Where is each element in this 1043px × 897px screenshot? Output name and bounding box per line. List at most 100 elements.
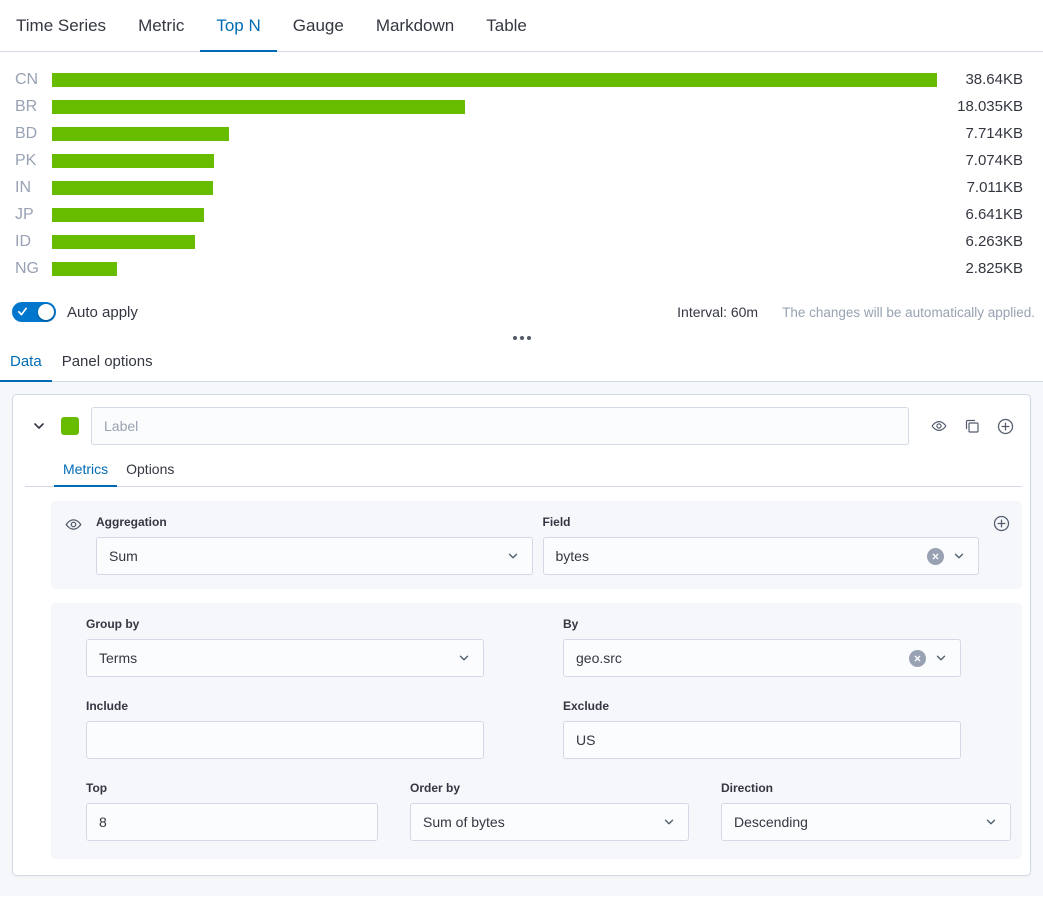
order-by-value: Sum of bytes: [423, 814, 505, 830]
clear-field-icon[interactable]: [927, 547, 944, 565]
tab-metrics[interactable]: Metrics: [54, 457, 118, 487]
bar-row: BD 7.714KB: [15, 120, 1023, 147]
exclude-input[interactable]: [563, 721, 961, 759]
tab-time-series[interactable]: Time Series: [16, 15, 107, 35]
bar-row: IN 7.011KB: [15, 174, 1023, 201]
exclude-field: Exclude: [563, 699, 961, 759]
bar-track: [52, 72, 937, 87]
direction-value: Descending: [734, 814, 808, 830]
bar: [52, 261, 117, 276]
bar-category-label: JP: [15, 205, 34, 223]
bar-category-label: NG: [15, 259, 39, 277]
tab-top-n[interactable]: Top N: [200, 0, 278, 52]
add-series-plus-circle-icon[interactable]: [997, 418, 1014, 435]
tab-options[interactable]: Options: [126, 461, 175, 477]
field-label: Field: [542, 515, 571, 529]
bar-value: 38.64KB: [965, 71, 1023, 88]
bar-value: 18.035KB: [957, 98, 1023, 115]
panel-resize-handle[interactable]: [0, 326, 1043, 346]
clone-series-copy-icon[interactable]: [964, 418, 980, 434]
bar-track: [52, 234, 937, 249]
bar-track: [52, 126, 937, 141]
include-label: Include: [86, 699, 129, 713]
order-by-select[interactable]: Sum of bytes: [410, 803, 689, 841]
metric-visibility-eye-icon[interactable]: [65, 516, 82, 533]
collapse-chevron-icon[interactable]: [25, 418, 53, 434]
visualization-tabs: Time Series Metric Top N Gauge Markdown …: [0, 0, 1043, 52]
auto-apply-toggle[interactable]: [12, 302, 56, 322]
clear-by-icon[interactable]: [909, 649, 926, 667]
editor-body: Metrics Options Aggregation Sum Field: [0, 382, 1043, 896]
hide-series-eye-icon[interactable]: [931, 418, 947, 434]
auto-apply-label: Auto apply: [67, 303, 138, 321]
bar: [52, 153, 215, 168]
aggregation-value: Sum: [109, 548, 138, 564]
top-label: Top: [86, 781, 108, 795]
topn-chart: CN 38.64KB BR 18.035KB BD 7.714KB PK: [0, 52, 1043, 286]
by-value: geo.src: [576, 650, 622, 666]
bar-value: 6.263KB: [965, 233, 1023, 250]
bar: [52, 180, 213, 195]
field-field: Field bytes: [542, 515, 979, 575]
bar-category-label: BD: [15, 124, 38, 142]
order-by-field: Order by Sum of bytes: [410, 781, 689, 841]
bar: [52, 72, 937, 87]
editor-tabs: Data Panel options: [0, 346, 1043, 382]
tab-data[interactable]: Data: [0, 346, 52, 382]
include-field: Include: [86, 699, 484, 759]
bar-value: 7.011KB: [966, 179, 1023, 196]
bar: [52, 99, 466, 114]
by-field: By geo.src: [563, 617, 961, 677]
toggle-knob: [38, 304, 54, 320]
top-input[interactable]: [86, 803, 378, 841]
chevron-down-icon: [457, 651, 471, 665]
tab-table[interactable]: Table: [486, 15, 527, 35]
field-combobox[interactable]: bytes: [542, 537, 979, 575]
order-by-label: Order by: [410, 781, 461, 795]
bar-track: [52, 207, 937, 222]
tab-metric[interactable]: Metric: [138, 15, 185, 35]
chevron-down-icon: [934, 651, 948, 665]
group-section: Group by Terms By geo.src: [51, 603, 1022, 859]
series-card: Metrics Options Aggregation Sum Field: [12, 394, 1031, 876]
check-icon: [18, 307, 27, 316]
bar: [52, 234, 196, 249]
bar-value: 7.714KB: [965, 125, 1023, 142]
bar-track: [52, 153, 937, 168]
group-by-field: Group by Terms: [86, 617, 484, 677]
direction-label: Direction: [721, 781, 774, 795]
series-color-swatch[interactable]: [61, 417, 79, 435]
bar-category-label: PK: [15, 151, 37, 169]
metrics-section: Aggregation Sum Field bytes: [51, 501, 1022, 589]
tab-gauge[interactable]: Gauge: [292, 15, 344, 35]
chevron-down-icon: [662, 815, 676, 829]
bar-category-label: IN: [15, 178, 31, 196]
bar-track: [52, 180, 937, 195]
tab-panel-options[interactable]: Panel options: [61, 353, 153, 370]
bar-row: BR 18.035KB: [15, 93, 1023, 120]
top-field: Top: [86, 781, 378, 841]
chevron-down-icon: [984, 815, 998, 829]
include-input[interactable]: [86, 721, 484, 759]
bar-category-label: ID: [15, 232, 31, 250]
field-value: bytes: [555, 548, 589, 564]
aggregation-select[interactable]: Sum: [96, 537, 533, 575]
bar-row: JP 6.641KB: [15, 201, 1023, 228]
tab-markdown[interactable]: Markdown: [375, 15, 455, 35]
bar: [52, 207, 205, 222]
bar-category-label: BR: [15, 97, 38, 115]
bar-row: PK 7.074KB: [15, 147, 1023, 174]
group-by-value: Terms: [99, 650, 138, 666]
series-label-input[interactable]: [91, 407, 909, 445]
add-metric-plus-circle-icon[interactable]: [993, 515, 1010, 532]
bar-value: 7.074KB: [965, 152, 1023, 169]
bar-row: NG 2.825KB: [15, 255, 1023, 282]
bar-value: 2.825KB: [965, 260, 1023, 277]
direction-select[interactable]: Descending: [721, 803, 1011, 841]
series-tabs: Metrics Options: [25, 457, 1022, 487]
aggregation-label: Aggregation: [96, 515, 167, 529]
group-by-select[interactable]: Terms: [86, 639, 484, 677]
auto-apply-note: The changes will be automatically applie…: [782, 305, 1035, 320]
group-by-label: Group by: [86, 617, 140, 631]
by-combobox[interactable]: geo.src: [563, 639, 961, 677]
